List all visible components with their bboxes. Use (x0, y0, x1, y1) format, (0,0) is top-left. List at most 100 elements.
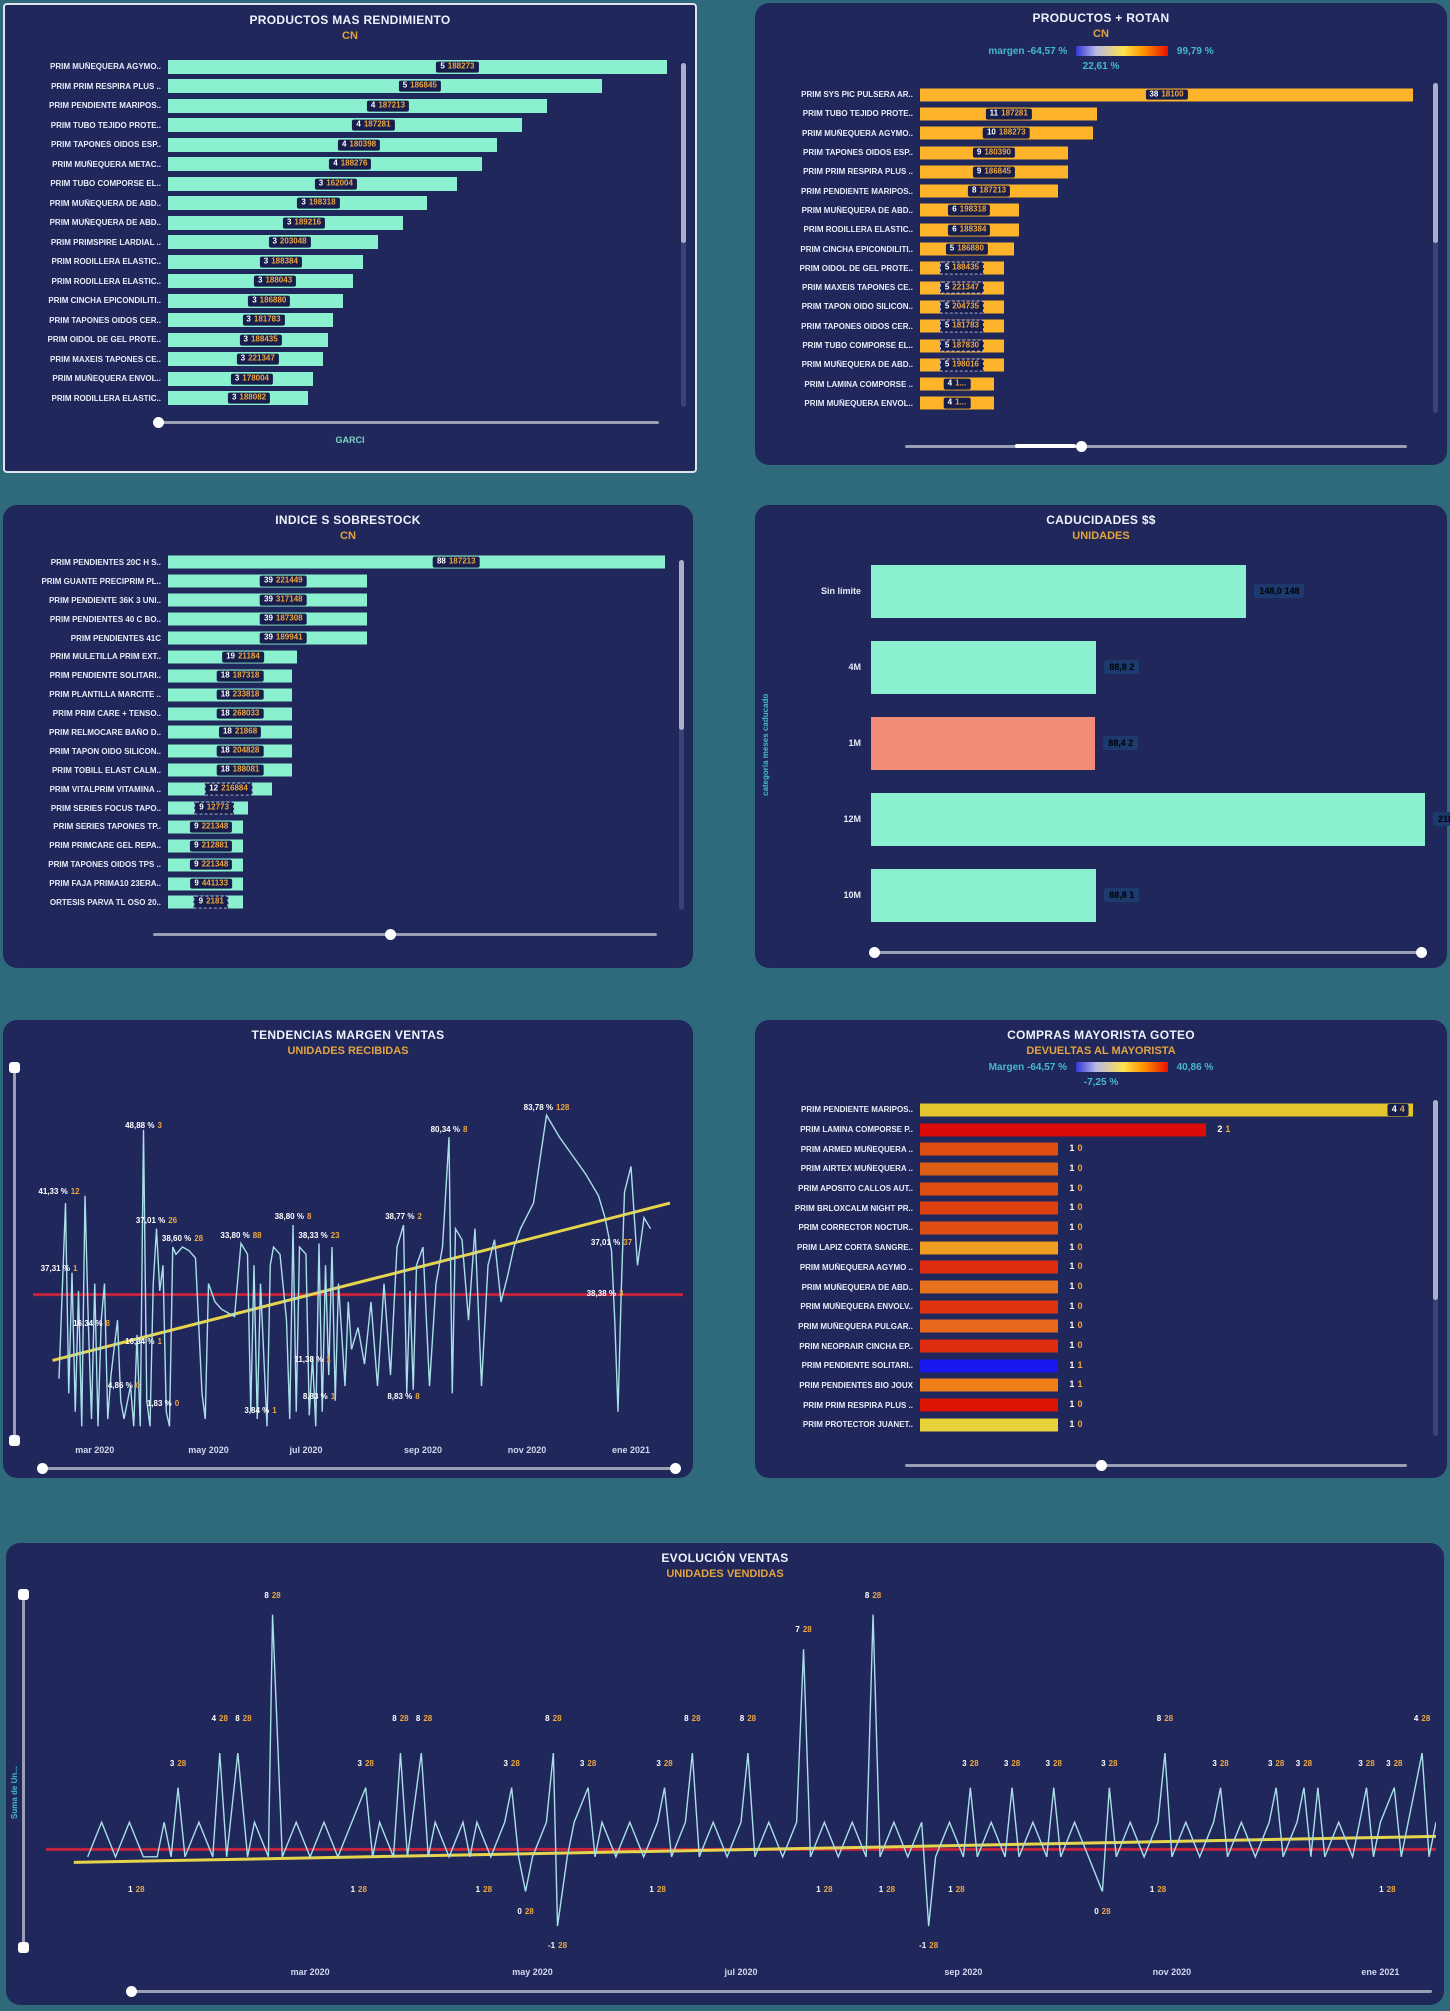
vertical-zoom-slider[interactable] (18, 1589, 29, 1953)
line-chart[interactable]: 3 28 4 28 8 28 8 28 3 28 8 28 8 28 3 28 8 28 3 28 3 28 8 28 8 28 7… (46, 1589, 1436, 1961)
scrollbar-thumb[interactable] (679, 560, 684, 730)
scrollbar-track[interactable] (153, 421, 659, 424)
bar-row[interactable]: PRIM CINCHA EPICONDILITI.. 3 186880 (13, 291, 667, 311)
bar-row[interactable]: 4M 88,8 2 (848, 640, 1425, 694)
bar[interactable] (920, 1162, 1059, 1176)
bar-row[interactable]: PRIM CINCHA EPICONDILITI.. 5 186880 (763, 239, 1413, 258)
bar-row[interactable]: PRIM PRIM RESPIRA PLUS .. 1 0 (763, 1395, 1413, 1415)
horizontal-scrollbar[interactable] (153, 417, 659, 428)
slider-handle-right[interactable] (670, 1463, 681, 1474)
bar[interactable] (168, 79, 603, 94)
vertical-scrollbar[interactable] (1433, 1100, 1438, 1436)
bar-row[interactable]: PRIM MUÑEQUERA DE ABD.. 5 198016 (763, 355, 1413, 374)
bar-row[interactable]: PRIM APOSITO CALLOS AUT.. 1 0 (763, 1179, 1413, 1199)
bar-row[interactable]: Sin límite 148,0 148 (821, 564, 1425, 618)
bar-row[interactable]: PRIM GUANTE PRECIPRIM PL.. 39 221449 (11, 572, 665, 591)
bar-row[interactable]: PRIM RODILLERA ELASTIC.. 6 188384 (763, 220, 1413, 239)
bar-row[interactable]: PRIM PLANTILLA MARCITE .. 18 233818 (11, 685, 665, 704)
bar-row[interactable]: PRIM PENDIENTE SOLITARI.. 18 187318 (11, 666, 665, 685)
slider-handle-left[interactable] (37, 1463, 48, 1474)
bar[interactable] (168, 98, 548, 113)
bar-row[interactable]: PRIM PRIMCARE GEL REPA.. 9 212881 (11, 836, 665, 855)
bar-row[interactable]: PRIM LAMINA COMPORSE P.. 2 1 (763, 1120, 1413, 1140)
bar[interactable] (920, 1241, 1059, 1255)
scrollbar-handle[interactable] (1095, 1460, 1107, 1471)
bar-row[interactable]: PRIM MUÑEQUERA DE ABD.. 6 198318 (763, 201, 1413, 220)
bar-row[interactable]: PRIM PRIM RESPIRA PLUS .. 9 186845 (763, 162, 1413, 181)
bar[interactable] (168, 555, 665, 569)
bar-row[interactable]: PRIM LAPIZ CORTA SANGRE.. 1 0 (763, 1238, 1413, 1258)
bar[interactable] (871, 640, 1097, 694)
slider-handle-top[interactable] (18, 1589, 29, 1600)
bar-row[interactable]: 10M 88,8 1 (843, 868, 1425, 922)
bar-row[interactable]: PRIM PENDIENTE SOLITARI.. 1 1 (763, 1356, 1413, 1376)
bar-row[interactable]: PRIM PENDIENTE MARIPOS.. 8 187213 (763, 181, 1413, 200)
bar[interactable] (920, 1418, 1059, 1432)
bar-row[interactable]: PRIM TAPONES OIDOS ESP.. 4 180398 (13, 135, 667, 155)
scrollbar-handle[interactable] (384, 929, 396, 940)
scrollbar-thumb[interactable] (1433, 1100, 1438, 1300)
bar-row[interactable]: PRIM PRIM CARE + TENSO.. 18 268033 (11, 704, 665, 723)
bar-row[interactable]: PRIM ARMED MUÑEQUERA .. 1 0 (763, 1139, 1413, 1159)
bar-row[interactable]: PRIM RODILLERA ELASTIC.. 3 188082 (13, 389, 667, 409)
bar[interactable] (920, 1339, 1059, 1353)
bar-row[interactable]: PRIM LAMINA COMPORSE .. 4 1... (763, 374, 1413, 393)
line-chart[interactable]: 41,33 % 12 48,88 % 3 37,31 % 1 37,01 % 26 38,60 … (33, 1064, 683, 1430)
bar-row[interactable]: PRIM PENDIENTES 41C 39 189941 (11, 629, 665, 648)
bar[interactable] (920, 1378, 1059, 1392)
bar[interactable] (920, 1359, 1059, 1373)
scrollbar-handle[interactable] (153, 417, 164, 428)
bar[interactable] (920, 1280, 1059, 1294)
scrollbar-range[interactable] (1015, 444, 1076, 448)
bar-row[interactable]: PRIM FAJA PRIMA10 23ERA.. 9 441133 (11, 874, 665, 893)
bar-row[interactable]: PRIM TAPONES OIDOS CER.. 5 181783 (763, 317, 1413, 336)
range-slider[interactable] (869, 947, 1427, 958)
bar-row[interactable]: PRIM PENDIENTES 20C H S.. 88 187213 (11, 553, 665, 572)
bar-row[interactable]: PRIM MUÑEQUERA DE ABD.. 3 198318 (13, 194, 667, 214)
vertical-scrollbar[interactable] (1433, 83, 1438, 413)
bar-row[interactable]: PRIM RODILLERA ELASTIC.. 3 188384 (13, 252, 667, 272)
bar-row[interactable]: PRIM MAXEIS TAPONES CE.. 3 221347 (13, 350, 667, 370)
bar-row[interactable]: 1M 88,4 2 (848, 716, 1425, 770)
bar-row[interactable]: PRIM TUBO TEJIDO PROTE.. 11 187281 (763, 104, 1413, 123)
bar-row[interactable]: PRIM MAXEIS TAPONES CE.. 5 221347 (763, 278, 1413, 297)
bar-row[interactable]: PRIM MUÑEQUERA METAC.. 4 188276 (13, 155, 667, 175)
bar-row[interactable]: PRIM MUÑEQUERA ENVOLV.. 1 0 (763, 1297, 1413, 1317)
bar[interactable] (920, 1123, 1206, 1137)
bar[interactable] (168, 157, 483, 172)
bar[interactable] (920, 1201, 1059, 1215)
bar-row[interactable]: 12M 218,4 2 (843, 792, 1450, 846)
bar-row[interactable]: PRIM OIDOL DE GEL PROTE.. 5 188435 (763, 259, 1413, 278)
bar-row[interactable]: PRIM MUÑEQUERA PULGAR.. 1 0 (763, 1317, 1413, 1337)
bar-row[interactable]: PRIM TAPONES OIDOS ESP.. 9 180390 (763, 143, 1413, 162)
horizontal-scrollbar[interactable] (153, 929, 657, 940)
bar[interactable] (168, 118, 523, 133)
slider-handle-bottom[interactable] (18, 1942, 29, 1953)
horizontal-scrollbar[interactable] (126, 1986, 1432, 1997)
bar-row[interactable]: PRIM TUBO COMPORSE EL.. 5 187830 (763, 336, 1413, 355)
vertical-zoom-slider[interactable] (9, 1062, 20, 1446)
bar[interactable] (920, 1103, 1413, 1117)
bar[interactable] (920, 1142, 1059, 1156)
bar[interactable] (168, 59, 667, 74)
horizontal-scrollbar[interactable] (905, 441, 1407, 452)
bar-row[interactable]: PRIM PENDIENTE 36K 3 UNI.. 39 317148 (11, 591, 665, 610)
bar-row[interactable]: PRIM TAPONES OIDOS CER.. 3 181783 (13, 311, 667, 331)
bar-row[interactable]: PRIM TAPONES OIDOS TPS .. 9 221348 (11, 855, 665, 874)
scrollbar-thumb[interactable] (681, 63, 686, 243)
bar-row[interactable]: PRIM MULETILLA PRIM EXT.. 19 21184 (11, 647, 665, 666)
bar[interactable] (920, 1182, 1059, 1196)
vertical-scrollbar[interactable] (679, 560, 684, 910)
scrollbar-track[interactable] (905, 1464, 1407, 1467)
bar-row[interactable]: PRIM RODILLERA ELASTIC.. 3 188043 (13, 272, 667, 292)
bar-row[interactable]: PRIM MUÑEQUERA AGYMO.. 10 188273 (763, 124, 1413, 143)
bar[interactable] (168, 137, 498, 152)
scrollbar-handle[interactable] (1075, 441, 1087, 452)
bar-row[interactable]: PRIM TUBO TEJIDO PROTE.. 4 187281 (13, 116, 667, 136)
range-slider[interactable] (37, 1463, 681, 1474)
bar[interactable] (871, 716, 1096, 770)
bar[interactable] (920, 1319, 1059, 1333)
scrollbar-handle[interactable] (126, 1986, 137, 1997)
bar-row[interactable]: PRIM RELMOCARE BAÑO D.. 18 21868 (11, 723, 665, 742)
bar-row[interactable]: PRIM MUÑEQUERA ENVOL.. 3 178004 (13, 369, 667, 389)
